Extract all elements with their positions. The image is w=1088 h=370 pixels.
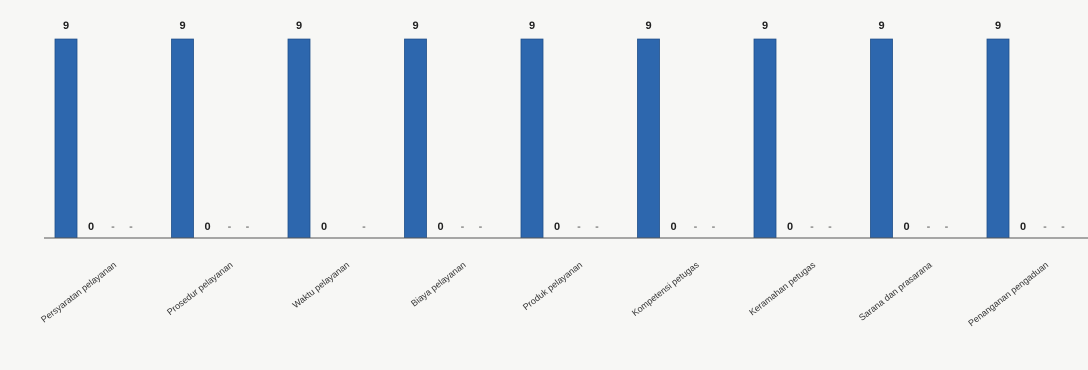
dash-label-5-2: - <box>595 221 599 233</box>
zero-label-8: 0 <box>903 221 909 233</box>
dash-label-7-2: - <box>828 221 832 233</box>
dash-label-8-2: - <box>945 221 949 233</box>
zero-label-4: 0 <box>437 221 443 233</box>
category-label-8: Sarana dan prasarana <box>857 260 934 323</box>
zero-label-3: 0 <box>321 221 327 233</box>
dash-label-4-1: - <box>461 221 465 233</box>
category-label-4: Biaya pelayanan <box>409 260 468 309</box>
dash-label-4-2: - <box>479 221 483 233</box>
bar-9 <box>986 38 1010 239</box>
value-label-3: 9 <box>296 20 302 32</box>
zero-label-9: 0 <box>1020 221 1026 233</box>
dash-label-6-1: - <box>694 221 698 233</box>
dash-label-9-1: - <box>1043 221 1047 233</box>
dash-label-2-2: - <box>246 221 250 233</box>
category-label-2: Prosedur pelayanan <box>165 260 235 317</box>
value-label-9: 9 <box>995 20 1001 32</box>
value-label-8: 9 <box>878 20 884 32</box>
bar-6 <box>637 38 660 239</box>
bar-5 <box>520 38 544 239</box>
dash-label-5-1: - <box>577 221 581 233</box>
dash-label-7-1: - <box>810 221 814 233</box>
category-labels-group: Persyaratan pelayanan Prosedur pelayanan W… <box>39 259 1050 328</box>
category-label-1: Persyaratan pelayanan <box>39 260 118 325</box>
bar-4 <box>404 38 427 239</box>
dash-label-2-1: - <box>228 221 232 233</box>
value-label-5: 9 <box>529 20 535 32</box>
bars-group <box>54 38 1010 239</box>
zero-label-2: 0 <box>204 221 210 233</box>
labels-group: 9 0 - - 9 0 - - 9 0 - 9 0 - - 9 0 - - 9 0 - - 9 0 - - 9 0 - - 9 0 - - <box>63 20 1065 233</box>
dash-label-3-2: - <box>362 221 366 233</box>
zero-label-1: 0 <box>88 221 94 233</box>
dash-label-1-2: - <box>129 221 133 233</box>
zero-label-7: 0 <box>787 221 793 233</box>
bar-1 <box>54 38 78 239</box>
zero-label-5: 0 <box>554 221 560 233</box>
category-label-9: Penanganan pengaduan <box>966 260 1050 329</box>
value-label-1: 9 <box>63 20 69 32</box>
dash-label-9-2: - <box>1061 221 1065 233</box>
bar-8 <box>870 38 893 239</box>
value-label-6: 9 <box>645 20 651 32</box>
dash-label-1-1: - <box>111 221 115 233</box>
category-label-6: Kompetensi petugas <box>630 259 701 318</box>
dash-label-8-1: - <box>927 221 931 233</box>
value-label-7: 9 <box>762 20 768 32</box>
category-label-7: Keramahan petugas <box>747 259 817 317</box>
value-label-4: 9 <box>412 20 418 32</box>
value-label-2: 9 <box>179 20 185 32</box>
bar-7 <box>753 38 777 239</box>
category-label-5: Produk pelayanan <box>521 260 584 313</box>
zero-label-6: 0 <box>670 221 676 233</box>
dash-label-6-2: - <box>712 221 716 233</box>
bar-2 <box>171 38 194 239</box>
bar-3 <box>287 38 311 239</box>
category-label-3: Waktu pelayanan <box>291 260 352 310</box>
